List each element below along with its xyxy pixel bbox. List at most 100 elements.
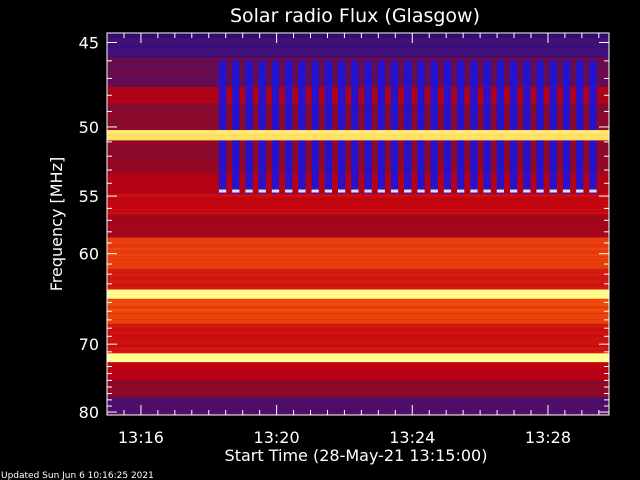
interference-marker [324, 189, 333, 193]
band-striation [107, 212, 609, 214]
band-striation [107, 229, 609, 231]
interference-marker [298, 189, 306, 193]
interference-stripe [311, 140, 319, 194]
band-striation [107, 341, 609, 343]
interference-stripe [496, 60, 505, 130]
x-tick-label: 13:24 [389, 428, 435, 447]
band-striation [107, 332, 609, 334]
band-striation [107, 235, 609, 237]
band-striation [107, 216, 609, 218]
interference-stripe [324, 140, 333, 194]
interference-marker [311, 189, 319, 193]
band-striation [107, 49, 609, 51]
y-tick-label: 70 [79, 335, 99, 354]
interference-stripe [536, 140, 544, 194]
band-striation [107, 345, 609, 347]
frequency-band [107, 193, 609, 215]
band-striation [107, 316, 609, 318]
interference-stripe [509, 60, 518, 130]
band-striation [107, 359, 609, 361]
band-striation [107, 378, 609, 380]
band-striation [107, 277, 609, 279]
band-striation [107, 363, 609, 365]
interference-stripe [298, 60, 306, 130]
interference-stripe [562, 140, 571, 194]
band-striation [107, 395, 609, 397]
band-striation [107, 404, 609, 406]
plot-frame [106, 32, 610, 416]
interference-stripe [404, 60, 412, 130]
x-tick-label: 13:28 [525, 428, 571, 447]
interference-stripe [285, 60, 293, 130]
band-striation [107, 242, 609, 244]
interference-marker [232, 189, 240, 193]
interference-stripe [443, 140, 452, 194]
band-striation [107, 248, 609, 250]
interference-stripe [232, 140, 240, 194]
interference-stripe [562, 60, 571, 130]
interference-stripe [589, 140, 597, 194]
band-striation [107, 245, 609, 247]
band-striation [107, 254, 609, 256]
interference-stripe [509, 140, 518, 194]
band-striation [107, 135, 609, 137]
band-striation [107, 138, 609, 140]
interference-stripe [417, 60, 425, 130]
band-striation [107, 388, 609, 390]
interference-stripe [298, 140, 306, 194]
interference-marker [549, 189, 557, 193]
band-striation [107, 297, 609, 299]
band-striation [107, 281, 609, 283]
interference-stripe [285, 140, 293, 194]
x-tick-label: 13:16 [118, 428, 164, 447]
band-striation [107, 284, 609, 286]
interference-marker [457, 189, 465, 193]
interference-stripe [430, 140, 438, 194]
interference-marker [576, 189, 584, 193]
interference-stripe [271, 140, 280, 194]
interference-stripe [549, 140, 557, 194]
interference-stripe [271, 60, 280, 130]
interference-stripe [523, 60, 531, 130]
frequency-band [107, 396, 609, 416]
band-striation [107, 407, 609, 409]
band-striation [107, 382, 609, 384]
x-axis-label: Start Time (28-May-21 13:15:00) [225, 446, 488, 465]
band-striation [107, 375, 609, 377]
interference-stripe [483, 60, 491, 130]
band-striation [107, 319, 609, 321]
band-striation [107, 291, 609, 293]
band-striation [107, 401, 609, 403]
frequency-band [107, 298, 609, 325]
interference-stripe [245, 140, 253, 194]
interference-stripe [496, 140, 505, 194]
band-striation [107, 258, 609, 260]
interference-stripe [218, 140, 227, 194]
interference-stripe [258, 140, 266, 194]
interference-marker [351, 189, 359, 193]
band-striation [107, 209, 609, 211]
interference-marker [218, 189, 227, 193]
interference-stripe [337, 60, 346, 130]
band-striation [107, 335, 609, 337]
interference-stripe [457, 60, 465, 130]
band-striation [107, 131, 609, 133]
interference-stripe [351, 60, 359, 130]
band-striation [107, 306, 609, 308]
band-striation [107, 251, 609, 253]
interference-marker [390, 189, 399, 193]
band-striation [107, 309, 609, 311]
interference-stripe [404, 140, 412, 194]
interference-stripe [589, 60, 597, 130]
band-striation [107, 261, 609, 263]
interference-marker [470, 189, 478, 193]
interference-marker [364, 189, 372, 193]
band-striation [107, 372, 609, 374]
interference-marker [377, 189, 385, 193]
band-striation [107, 52, 609, 54]
interference-stripe [523, 140, 531, 194]
band-striation [107, 198, 609, 200]
interference-stripe [311, 60, 319, 130]
band-striation [107, 398, 609, 400]
